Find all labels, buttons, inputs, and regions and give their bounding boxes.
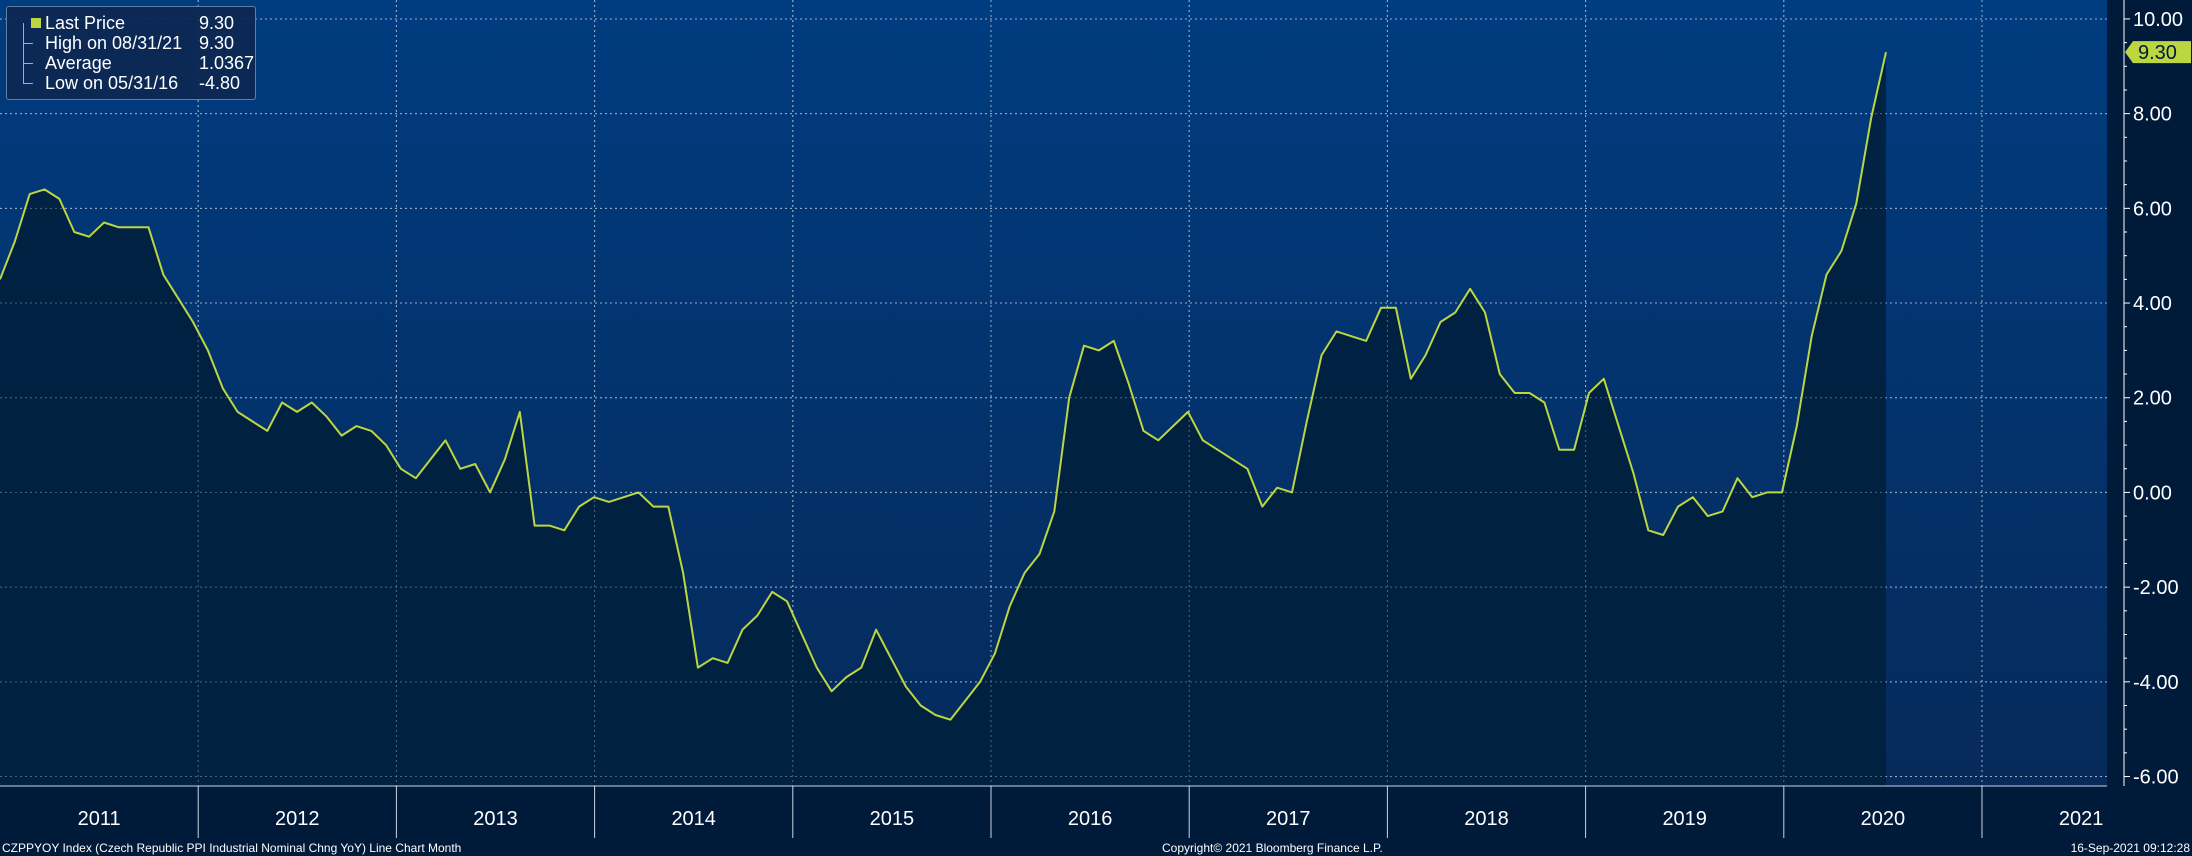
y-axis: 10.00 8.00 6.00 4.00 2.00 0.00 -2.00 -4.00 -6.00… xyxy=(2123,0,2191,789)
x-tick-label: 2017 xyxy=(1266,808,1311,830)
last-value-marker xyxy=(2125,41,2191,64)
legend-label: Last Price xyxy=(45,13,126,33)
series-area-fill xyxy=(0,52,1886,787)
x-tick-label: 2011 xyxy=(78,808,121,830)
footer-timestamp: 16-Sep-2021 09:12:28 xyxy=(2070,841,2190,855)
series-area xyxy=(0,0,2107,787)
x-tick-label: 2016 xyxy=(1068,808,1113,830)
x-tick-label: 2021 xyxy=(2059,808,2104,830)
last-value-label: 9.30 xyxy=(2138,42,2177,64)
legend-marker xyxy=(13,13,43,33)
series-line-path xyxy=(0,51,1887,721)
y-tick-label: 2.00 xyxy=(2133,388,2172,410)
x-tick-label: 2015 xyxy=(870,808,915,830)
legend-label: Average xyxy=(45,53,112,73)
footer-description: CZPPYOY Index (Czech Republic PPI Indust… xyxy=(2,841,462,855)
y-tick-label: -2.00 xyxy=(2133,577,2179,599)
footer-copyright: Copyright© 2021 Bloomberg Finance L.P. xyxy=(1162,841,1383,855)
legend-marker xyxy=(13,73,43,93)
series-line xyxy=(0,51,1887,721)
y-tick-label: -4.00 xyxy=(2133,672,2179,694)
bottom-axis-background xyxy=(0,786,2192,856)
legend-marker xyxy=(13,33,43,53)
legend-marker xyxy=(13,53,43,73)
y-tick-label: 10.00 xyxy=(2133,9,2183,31)
legend-value: 9.30 xyxy=(199,33,235,53)
y-tick-label: 0.00 xyxy=(2133,482,2172,504)
legend-label: Low on 05/31/16 xyxy=(45,73,179,93)
x-tick-label: 2019 xyxy=(1662,808,1707,830)
legend-value: 1.0367 xyxy=(199,53,255,73)
y-tick-label: -6.00 xyxy=(2133,767,2179,789)
legend: Last Price 9.30 High on 08/31/21 9.30 Av… xyxy=(6,6,256,100)
legend-value: 9.30 xyxy=(199,13,235,33)
y-tick-label: 8.00 xyxy=(2133,104,2172,126)
legend-last-price: Last Price 9.30 xyxy=(13,13,249,33)
x-tick-label: 2020 xyxy=(1861,808,1906,830)
legend-label: High on 08/31/21 xyxy=(45,33,183,53)
y-tick-label: 4.00 xyxy=(2133,293,2172,315)
x-tick-label: 2012 xyxy=(275,808,320,830)
legend-high: High on 08/31/21 9.30 xyxy=(13,33,249,53)
x-tick-label: 2014 xyxy=(671,808,716,830)
legend-low: Low on 05/31/16 -4.80 xyxy=(13,73,249,93)
x-tick-label: 2013 xyxy=(473,808,518,830)
y-tick-label: 6.00 xyxy=(2133,198,2172,220)
x-axis: 2011 2012 2013 2014 2015 2016 2017 2018 2019 2020… xyxy=(0,785,2107,838)
legend-value: -4.80 xyxy=(199,73,241,93)
x-tick-label: 2018 xyxy=(1464,808,1509,830)
legend-average: Average 1.0367 xyxy=(13,53,254,73)
axis-background xyxy=(2107,0,2192,786)
